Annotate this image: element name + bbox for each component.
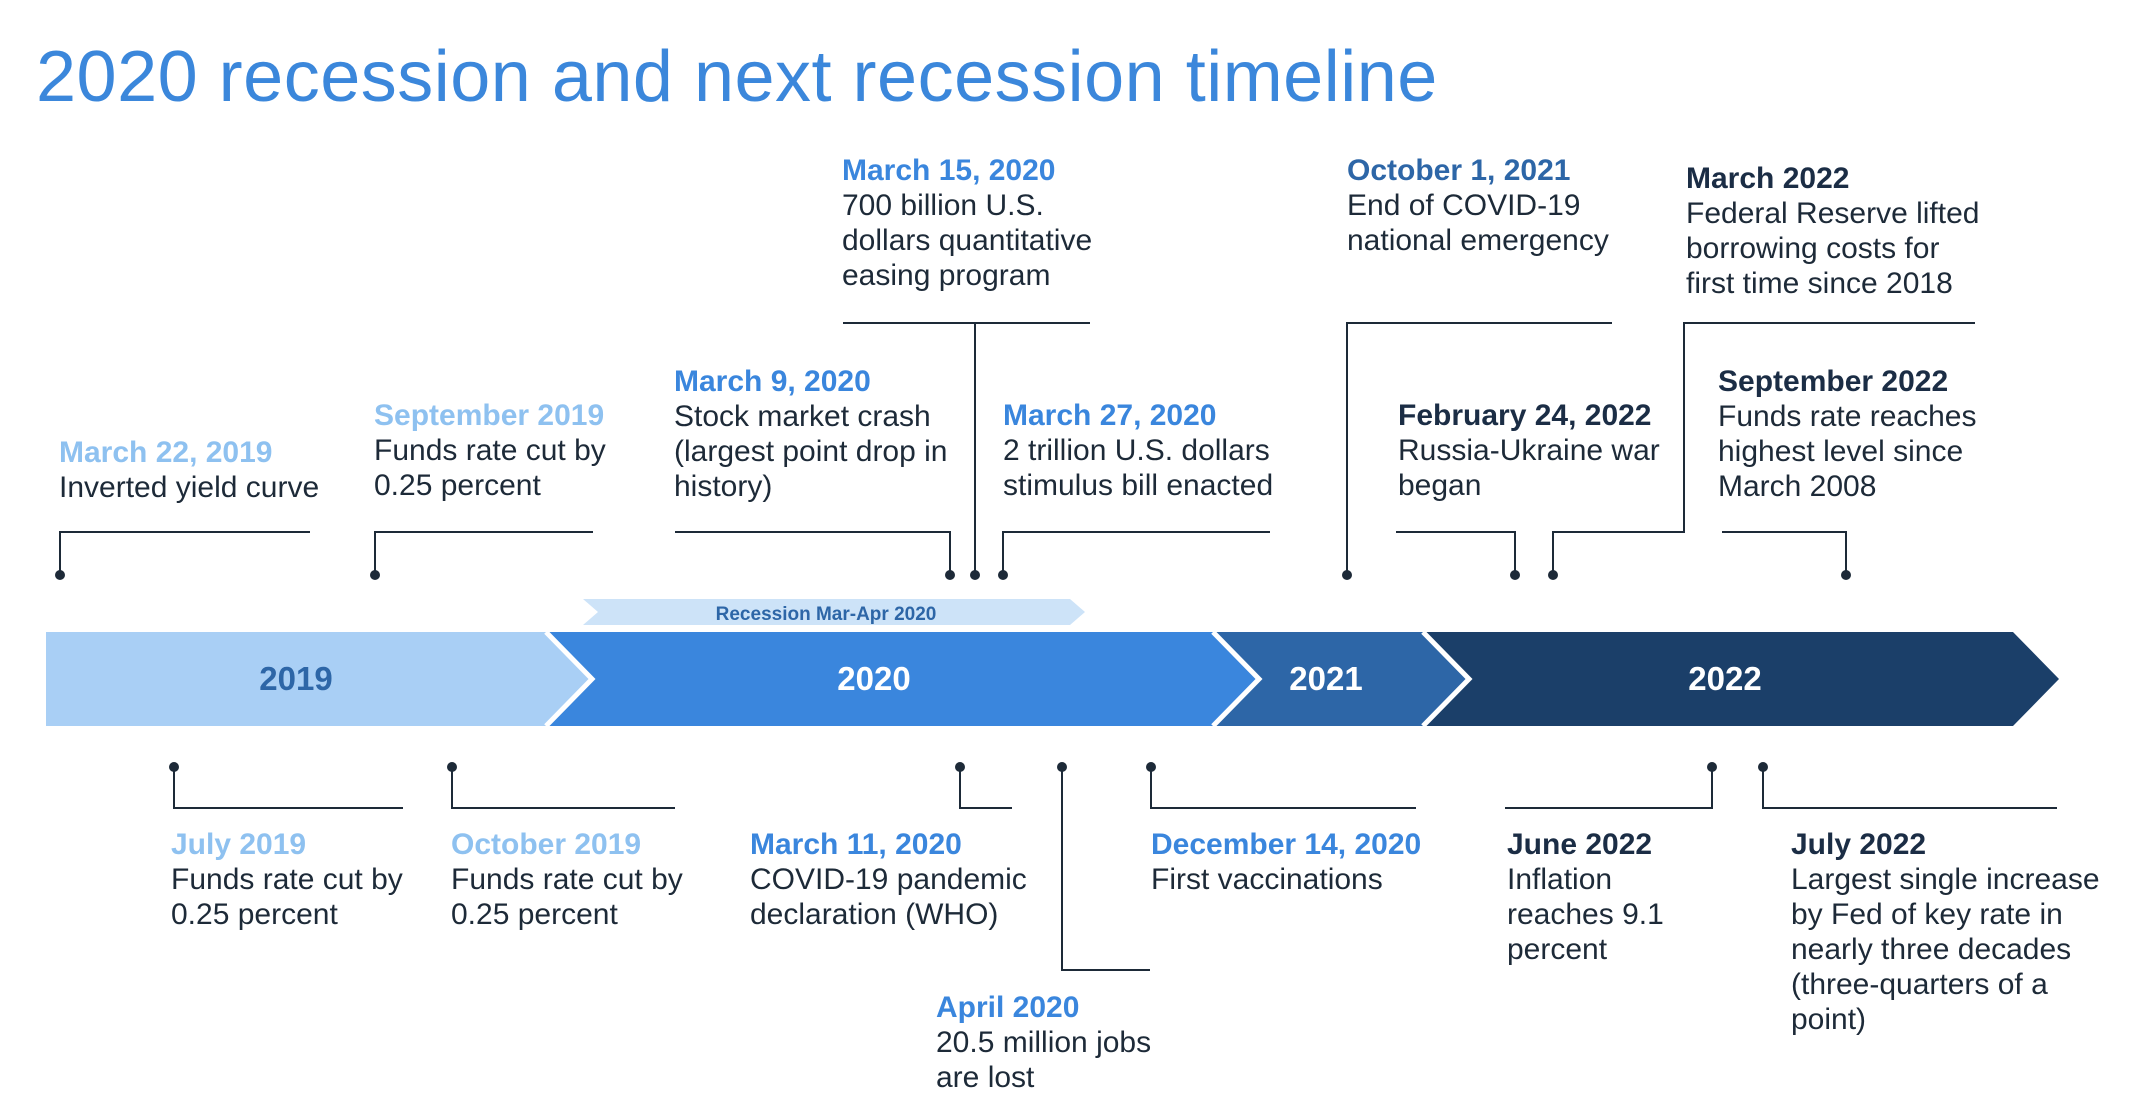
connector-dot (945, 570, 955, 580)
event-date: July 2022 (1791, 828, 1927, 861)
connector-line (1002, 531, 1270, 575)
event-date: March 15, 2020 (842, 154, 1056, 187)
event-description: 20.5 million jobs are lost (936, 1026, 1152, 1094)
connector-line (1505, 767, 1713, 809)
event-description: Funds rate cut by 0.25 percent (171, 863, 403, 931)
connector-line (1762, 767, 2057, 809)
event-september-2022: September 2022 Funds rate reaches highes… (1718, 364, 1976, 504)
connector-line (959, 767, 1012, 809)
event-description: 700 billion U.S. dollars quantitative ea… (842, 189, 1093, 292)
connector-line (1552, 322, 1975, 575)
event-description: COVID-19 pandemic declaration (WHO) (750, 863, 1027, 931)
connector-dot (447, 762, 457, 772)
connector-line (1346, 322, 1612, 575)
event-date: December 14, 2020 (1151, 828, 1422, 861)
connector-dot (55, 570, 65, 580)
connector-dot (970, 570, 980, 580)
connector-dot (1707, 762, 1717, 772)
event-date: September 2019 (374, 399, 605, 432)
connector-dots-bottom (169, 762, 1768, 772)
event-march-15-2020: March 15, 2020 700 billion U.S. dollars … (842, 153, 1092, 293)
event-march-22-2019: March 22, 2019 Inverted yield curve (59, 435, 319, 505)
year-segment-2021 (1213, 632, 1469, 726)
connector-line (1150, 767, 1416, 809)
event-description: Inverted yield curve (59, 471, 320, 504)
connector-line (675, 531, 951, 575)
event-description: First vaccinations (1151, 863, 1383, 896)
connectors-top (59, 322, 1975, 575)
event-date: October 2019 (451, 828, 642, 861)
event-september-2019: September 2019 Funds rate cut by 0.25 pe… (374, 398, 606, 503)
event-description: Russia-Ukraine war began (1398, 434, 1660, 502)
event-february-24-2022: February 24, 2022 Russia-Ukraine war beg… (1398, 398, 1660, 503)
event-date: April 2020 (936, 991, 1080, 1024)
year-label-2020: 2020 (837, 660, 910, 697)
connector-dot (1342, 570, 1352, 580)
event-october-1-2021: October 1, 2021 End of COVID-19 national… (1347, 153, 1609, 258)
connector-dot (1841, 570, 1851, 580)
connector-line (1061, 767, 1150, 971)
year-label-2022: 2022 (1688, 660, 1761, 697)
connector-line (374, 531, 593, 575)
event-july-2022: July 2022 Largest single increase by Fed… (1791, 827, 2100, 1037)
event-date: March 27, 2020 (1003, 399, 1217, 432)
event-description: 2 trillion U.S. dollars stimulus bill en… (1003, 434, 1274, 502)
event-july-2019: July 2019 Funds rate cut by 0.25 percent (171, 827, 403, 932)
event-march-11-2020: March 11, 2020 COVID-19 pandemic declara… (750, 827, 1027, 932)
connector-dot (1758, 762, 1768, 772)
event-december-14-2020: December 14, 2020 First vaccinations (1151, 827, 1421, 897)
event-date: June 2022 (1507, 828, 1653, 861)
connector-dot (998, 570, 1008, 580)
connector-dot (169, 762, 179, 772)
event-date: March 9, 2020 (674, 365, 871, 398)
year-segment-2019 (46, 632, 592, 726)
event-date: July 2019 (171, 828, 307, 861)
event-date: September 2022 (1718, 365, 1949, 398)
event-date: February 24, 2022 (1398, 399, 1652, 432)
segment-separator (1211, 630, 1263, 728)
connector-line (1396, 531, 1516, 575)
connector-line (59, 531, 310, 575)
connector-line (173, 767, 403, 809)
event-description: Largest single increase by Fed of key ra… (1791, 863, 2100, 1036)
event-date: March 2022 (1686, 162, 1850, 195)
year-segment-2020 (546, 632, 1259, 726)
event-description: End of COVID-19 national emergency (1347, 189, 1609, 257)
connector-line (451, 767, 675, 809)
connector-line (1722, 531, 1847, 575)
year-label-2021: 2021 (1289, 660, 1362, 697)
event-description: Inflation reaches 9.1 percent (1507, 863, 1664, 966)
page-title: 2020 recession and next recession timeli… (36, 37, 1438, 117)
event-description: Stock market crash (largest point drop i… (674, 400, 948, 503)
event-date: October 1, 2021 (1347, 154, 1571, 187)
connector-dots-top (55, 570, 1851, 580)
connector-dot (1146, 762, 1156, 772)
event-june-2022: June 2022 Inflation reaches 9.1 percent (1507, 827, 1664, 967)
year-segment-2022 (1423, 632, 2059, 726)
connector-dot (1057, 762, 1067, 772)
event-description: Funds rate cut by 0.25 percent (451, 863, 683, 931)
connector-dot (1548, 570, 1558, 580)
event-description: Funds rate reaches highest level since M… (1718, 400, 1977, 503)
event-march-9-2020: March 9, 2020 Stock market crash (larges… (674, 364, 948, 504)
connector-dot (955, 762, 965, 772)
segment-separator (1421, 630, 1473, 728)
event-march-27-2020: March 27, 2020 2 trillion U.S. dollars s… (1003, 398, 1273, 503)
event-date: March 11, 2020 (750, 828, 962, 861)
event-date: March 22, 2019 (59, 436, 273, 469)
event-description: Federal Reserve lifted borrowing costs f… (1686, 197, 1980, 300)
segment-separator (544, 630, 596, 728)
event-october-2019: October 2019 Funds rate cut by 0.25 perc… (451, 827, 683, 932)
event-description: Funds rate cut by 0.25 percent (374, 434, 606, 502)
recession-band-label: Recession Mar-Apr 2020 (716, 604, 937, 625)
event-march-2022: March 2022 Federal Reserve lifted borrow… (1686, 161, 1979, 301)
year-label-2019: 2019 (259, 660, 332, 697)
connector-dot (1510, 570, 1520, 580)
event-april-2020: April 2020 20.5 million jobs are lost (936, 990, 1151, 1095)
connectors-bottom (173, 767, 2057, 971)
connector-dot (370, 570, 380, 580)
recession-band (583, 599, 1085, 625)
